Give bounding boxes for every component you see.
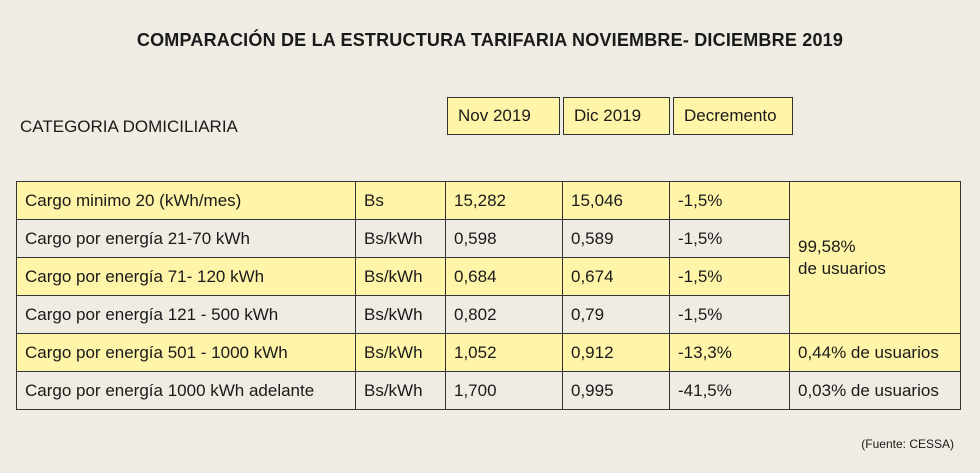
nov-value-cell: 1,052 bbox=[445, 333, 563, 372]
nov-value-cell: 0,598 bbox=[445, 219, 563, 258]
unit-cell: Bs/kWh bbox=[355, 257, 446, 296]
dic-value-cell: 0,589 bbox=[562, 219, 670, 258]
dic-value-cell: 0,912 bbox=[562, 333, 670, 372]
nov-value-cell: 15,282 bbox=[445, 181, 563, 220]
concept-cell: Cargo por energía 1000 kWh adelante bbox=[16, 371, 356, 410]
decrement-cell: -41,5% bbox=[669, 371, 790, 410]
decrement-cell: -13,3% bbox=[669, 333, 790, 372]
nov-value-cell: 1,700 bbox=[445, 371, 563, 410]
users-cell: 0,03% de usuarios bbox=[789, 371, 961, 410]
users-cell: 0,44% de usuarios bbox=[789, 333, 961, 372]
header-decremento: Decremento bbox=[673, 97, 793, 135]
table-row: Cargo por energía 71- 120 kWh Bs/kWh 0,6… bbox=[16, 257, 961, 296]
decrement-cell: -1,5% bbox=[669, 219, 790, 258]
decrement-cell: -1,5% bbox=[669, 257, 790, 296]
table-row: Cargo por energía 1000 kWh adelante Bs/k… bbox=[16, 371, 961, 410]
table-row: Cargo por energía 21-70 kWh Bs/kWh 0,598… bbox=[16, 219, 961, 258]
dic-value-cell: 15,046 bbox=[562, 181, 670, 220]
concept-cell: Cargo por energía 501 - 1000 kWh bbox=[16, 333, 356, 372]
table-row: Cargo por energía 121 - 500 kWh Bs/kWh 0… bbox=[16, 295, 961, 334]
table-row: Cargo por energía 501 - 1000 kWh Bs/kWh … bbox=[16, 333, 961, 372]
source-note: (Fuente: CESSA) bbox=[861, 437, 954, 451]
concept-cell: Cargo por energía 121 - 500 kWh bbox=[16, 295, 356, 334]
decrement-cell: -1,5% bbox=[669, 295, 790, 334]
users-group-cell: 99,58% de usuarios bbox=[789, 181, 961, 334]
unit-cell: Bs/kWh bbox=[355, 219, 446, 258]
dic-value-cell: 0,995 bbox=[562, 371, 670, 410]
unit-cell: Bs/kWh bbox=[355, 333, 446, 372]
page-title: COMPARACIÓN DE LA ESTRUCTURA TARIFARIA N… bbox=[136, 30, 844, 50]
category-label: CATEGORIA DOMICILIARIA bbox=[20, 117, 238, 136]
decrement-cell: -1,5% bbox=[669, 181, 790, 220]
table-row: Cargo minimo 20 (kWh/mes) Bs 15,282 15,0… bbox=[16, 181, 961, 334]
header-dic-2019: Dic 2019 bbox=[563, 97, 670, 135]
concept-cell: Cargo minimo 20 (kWh/mes) bbox=[16, 181, 356, 220]
column-headers: Nov 2019 Dic 2019 Decremento bbox=[447, 97, 793, 135]
unit-cell: Bs bbox=[355, 181, 446, 220]
tariff-table: Cargo minimo 20 (kWh/mes) Bs 15,282 15,0… bbox=[16, 181, 961, 410]
users-group-percent: 99,58% bbox=[798, 236, 856, 256]
concept-cell: Cargo por energía 21-70 kWh bbox=[16, 219, 356, 258]
users-group-label: de usuarios bbox=[798, 258, 886, 278]
concept-cell: Cargo por energía 71- 120 kWh bbox=[16, 257, 356, 296]
unit-cell: Bs/kWh bbox=[355, 371, 446, 410]
header-nov-2019: Nov 2019 bbox=[447, 97, 560, 135]
nov-value-cell: 0,684 bbox=[445, 257, 563, 296]
nov-value-cell: 0,802 bbox=[445, 295, 563, 334]
dic-value-cell: 0,674 bbox=[562, 257, 670, 296]
dic-value-cell: 0,79 bbox=[562, 295, 670, 334]
unit-cell: Bs/kWh bbox=[355, 295, 446, 334]
